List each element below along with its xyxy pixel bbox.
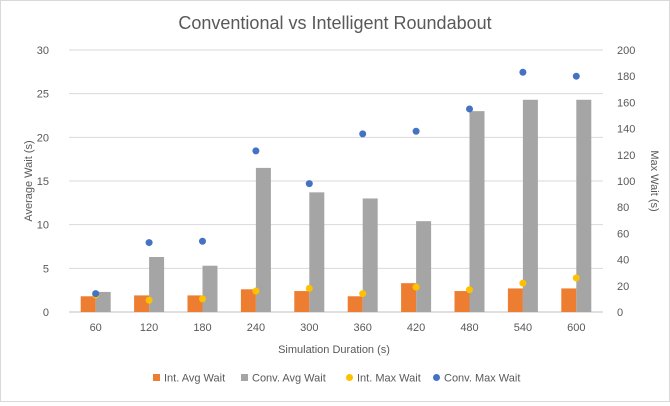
point <box>92 290 100 298</box>
bar <box>561 288 577 312</box>
y2-tick-label: 140 <box>617 124 635 136</box>
bar <box>507 288 523 312</box>
bar <box>347 296 363 312</box>
x-tick-label: 420 <box>407 322 425 334</box>
x-tick-label: 120 <box>140 322 158 334</box>
bar <box>294 291 310 312</box>
bar <box>454 291 470 312</box>
point <box>412 283 420 291</box>
y2-tick-label: 60 <box>617 228 629 240</box>
y-axis-title: Average Wait (s) <box>23 140 35 221</box>
bar <box>134 295 150 312</box>
y2-tick-label: 0 <box>617 307 623 319</box>
y2-tick-label: 100 <box>617 176 635 188</box>
y-tick-label: 25 <box>37 89 49 101</box>
y2-tick-label: 200 <box>617 45 635 57</box>
x-axis-ticks: 60 120 180 240 300 360 420 480 540 600 <box>90 322 586 334</box>
legend: Int. Avg Wait Conv. Avg Wait Int. Max Wait… <box>153 373 520 385</box>
point <box>572 274 580 282</box>
right-axis-ticks: 0 20 40 60 80 100 120 140 160 180 200 <box>617 45 635 319</box>
point <box>519 68 527 76</box>
bar <box>416 221 432 312</box>
y2-tick-label: 120 <box>617 150 635 162</box>
bar <box>187 295 203 312</box>
legend-label: Conv. Avg Wait <box>252 373 326 385</box>
y2-axis-title: Max Wait (s) <box>648 150 660 211</box>
x-tick-label: 240 <box>247 322 265 334</box>
x-tick-label: 180 <box>193 322 211 334</box>
point <box>359 290 367 298</box>
bar <box>149 256 165 312</box>
y-tick-label: 5 <box>43 263 49 275</box>
legend-swatch <box>153 374 160 381</box>
legend-marker <box>346 374 353 381</box>
y-tick-label: 20 <box>37 132 49 144</box>
point <box>466 286 473 294</box>
y-tick-label: 15 <box>37 176 49 188</box>
x-tick-label: 540 <box>514 322 532 334</box>
point <box>572 72 580 80</box>
bar <box>362 198 378 312</box>
left-axis-ticks: 0 5 10 15 20 25 30 <box>37 45 49 319</box>
point <box>199 295 206 303</box>
x-tick-label: 600 <box>567 322 585 334</box>
y2-tick-label: 20 <box>617 281 629 293</box>
bar <box>202 265 218 312</box>
point <box>145 239 153 247</box>
point <box>145 296 153 304</box>
y-tick-label: 10 <box>37 220 49 232</box>
points <box>92 68 580 304</box>
bar <box>80 296 96 312</box>
point <box>305 180 313 188</box>
bar <box>309 192 325 312</box>
y2-tick-label: 40 <box>617 255 629 267</box>
legend-label: Conv. Max Wait <box>444 373 520 385</box>
chart-title: Conventional vs Intelligent Roundabout <box>178 13 491 33</box>
x-tick-label: 300 <box>300 322 318 334</box>
point <box>359 130 367 138</box>
bar <box>522 99 538 312</box>
legend-swatch <box>241 374 248 381</box>
x-tick-label: 360 <box>354 322 372 334</box>
bar <box>255 167 271 312</box>
bar <box>576 99 592 312</box>
point <box>305 284 313 292</box>
bar <box>240 289 256 312</box>
bar <box>401 283 417 312</box>
y2-tick-label: 80 <box>617 202 629 214</box>
y2-tick-label: 160 <box>617 97 635 109</box>
point <box>252 147 260 155</box>
x-axis-title: Simulation Duration (s) <box>278 344 390 356</box>
legend-label: Int. Max Wait <box>357 373 421 385</box>
y-tick-label: 30 <box>37 45 49 57</box>
bar <box>95 291 111 312</box>
point <box>466 105 473 113</box>
bar <box>469 111 485 312</box>
point <box>412 127 420 135</box>
point <box>199 237 206 245</box>
legend-label: Int. Avg Wait <box>164 373 225 385</box>
y-tick-label: 0 <box>43 307 49 319</box>
legend-marker <box>433 374 440 381</box>
point <box>252 287 260 295</box>
x-tick-label: 60 <box>90 322 102 334</box>
y2-tick-label: 180 <box>617 71 635 83</box>
x-tick-label: 480 <box>460 322 478 334</box>
bars <box>80 99 592 312</box>
point <box>519 279 527 287</box>
